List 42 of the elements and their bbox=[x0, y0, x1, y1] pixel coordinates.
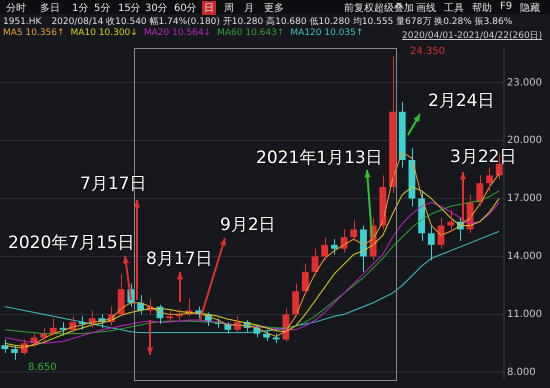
text: 超级叠加 bbox=[374, 2, 415, 15]
annotation: 7月17日 bbox=[80, 173, 146, 195]
text: 工具 bbox=[443, 2, 465, 15]
text: MA20 10.564↓ bbox=[144, 28, 212, 38]
text: 5分 bbox=[93, 2, 112, 15]
text: MA5 10.356↑ bbox=[3, 28, 65, 38]
chart-subtitle: 2020/08/14 收10.540 幅1.74%(0.180) 开10.280 高10.680 低10.280 均10.555 量678万 换0.28% 振3.86% bbox=[51, 17, 512, 27]
text: 1分 bbox=[71, 2, 90, 15]
text: 周 bbox=[223, 2, 235, 15]
chart-title: 1951.HK bbox=[3, 17, 42, 27]
annotation: 24.350 bbox=[410, 46, 445, 57]
text: F9 bbox=[499, 1, 514, 12]
annotation: 8.650 bbox=[28, 362, 57, 373]
y-tick-label: 17.000 bbox=[507, 193, 542, 204]
annotation: 2021年1月13日 bbox=[256, 147, 383, 169]
text: 帮助 bbox=[471, 2, 493, 15]
text: MA10 10.300↓ bbox=[70, 28, 138, 38]
text: 日 bbox=[202, 1, 216, 15]
text: 前复权 bbox=[343, 2, 374, 15]
text: 分时 bbox=[5, 2, 27, 15]
y-tick-label: 14.000 bbox=[507, 251, 542, 262]
annotation: 9月2日 bbox=[220, 214, 276, 236]
y-tick-label: 8.000 bbox=[507, 366, 536, 378]
text: 30分 bbox=[144, 2, 169, 15]
text: MA120 10.035↑ bbox=[290, 28, 364, 38]
text: 画线 bbox=[415, 2, 437, 15]
annotation: 2月24日 bbox=[428, 90, 494, 112]
text: 月 bbox=[243, 2, 255, 15]
text: 2020/04/01-2021/04/22(260日) bbox=[402, 30, 542, 42]
y-tick-label: 20.000 bbox=[507, 135, 542, 146]
y-tick-label: 23.000 bbox=[507, 77, 542, 88]
annotation: 3月22日 bbox=[450, 146, 516, 168]
annotation: 2020年7月15日 bbox=[8, 232, 135, 254]
annotation: 8月17日 bbox=[146, 248, 212, 270]
text: MA60 10.643↑ bbox=[217, 28, 284, 38]
text: 60分 bbox=[173, 2, 198, 15]
y-tick-label: 11.000 bbox=[507, 308, 542, 320]
text: 更多 bbox=[263, 2, 285, 15]
text: 多日 bbox=[39, 2, 61, 15]
text: 15分 bbox=[117, 2, 142, 15]
text: 隐藏 bbox=[519, 2, 541, 15]
candlestick bbox=[11, 344, 18, 360]
